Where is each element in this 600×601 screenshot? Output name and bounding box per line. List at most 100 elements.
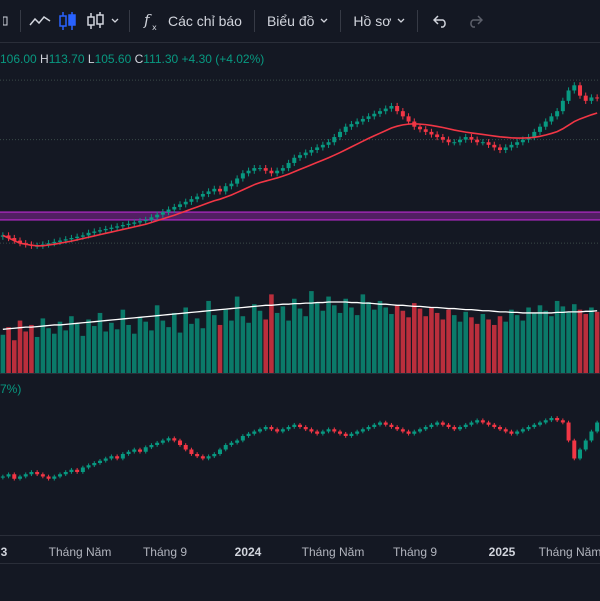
volume-bar [194,318,200,373]
volume-bar [549,316,554,373]
candle-body [166,209,171,213]
price-chart-pane[interactable] [0,42,600,373]
high-label: H [40,52,49,66]
volume-bar [252,304,257,373]
volume-bar [452,315,457,373]
lower-candle-body [18,476,22,479]
undo-button[interactable] [424,6,458,36]
candle-body [229,183,234,187]
candle-body [246,170,251,174]
lower-candle-body [292,424,297,427]
volume-bar [474,323,480,373]
lower-candle-body [578,449,582,459]
chart-type-dropdown[interactable] [83,6,123,36]
candle-body [343,126,348,132]
lower-candle-body [149,445,154,448]
volume-bar [269,294,274,373]
volume-bar [189,323,194,373]
volume-bar [429,307,434,373]
chart-menu-button[interactable]: Biểu đồ [261,6,334,36]
lower-candle-body [138,449,142,452]
time-axis[interactable]: 3 Tháng Năm Tháng 9 2024 Tháng Năm Tháng 9 202… [0,535,600,564]
hollow-candle-icon [87,12,104,29]
partial-icon [3,16,8,26]
candle-body [486,142,491,145]
lower-candle-body [63,472,68,475]
volume-bar [280,306,286,373]
lower-candle-body [320,431,325,434]
lower-candle-body [309,429,314,432]
candle-body [543,121,548,127]
candle-body [58,240,62,242]
volume-bar [217,324,223,373]
toolbar-divider [417,10,419,32]
volume-bar [57,321,63,373]
indicators-button[interactable]: f x Các chỉ báo [136,6,248,36]
lower-candle-body [69,469,74,472]
lower-candle-body [355,431,360,434]
candlestick-chart-button[interactable] [53,6,83,36]
volume-bar [74,323,80,373]
indicators-label: Các chỉ báo [168,13,242,29]
candle-body [315,147,320,150]
line-chart-button[interactable] [27,6,53,36]
candle-body [400,111,405,117]
lower-candle-body [589,431,594,441]
lower-candle-body [423,427,428,430]
time-axis-tick: Tháng 9 [142,545,188,559]
redo-button[interactable] [458,6,492,36]
lower-candle-body [166,438,171,441]
candle-body [475,139,480,143]
candle-body [566,90,571,101]
volume-bar [69,316,74,373]
svg-text:f: f [143,11,152,29]
lower-candle-body [492,424,497,427]
volume-bar [326,296,331,373]
lower-candle-body [595,422,600,432]
volume-bar [297,308,303,373]
lower-candle-body [520,429,525,432]
volume-bar [52,333,57,373]
time-axis-tick: 3 [0,545,8,559]
lower-candle-body [543,420,548,423]
highlight-band [0,212,600,220]
profile-menu-button[interactable]: Hồ sơ [347,6,411,36]
volume-bar [97,312,103,373]
candle-body [195,196,200,200]
volume-bar [137,317,143,373]
lower-candle-body [549,418,554,421]
lower-candle-body [200,456,205,459]
lower-candle-body [475,420,480,423]
candle-body [320,144,325,148]
lower-candle-body [372,424,377,427]
volume-bar [434,312,440,373]
volume-bar [23,331,28,373]
lower-candle-body [183,445,188,450]
lower-candle-body [458,427,462,430]
lower-candle-body [349,433,354,436]
candle-body [235,178,240,184]
volume-bar [366,302,371,373]
volume-bar [126,324,131,373]
toolbar-partial-button[interactable] [0,6,14,36]
candle-body [252,168,257,171]
candle-body [69,238,74,240]
candle-body [52,241,57,244]
volume-bar [206,300,211,373]
lower-candle-body [383,422,388,425]
volume-bar [200,328,206,373]
candle-body [383,108,388,112]
candle-body [280,168,285,171]
lower-candle-body [572,440,577,459]
candle-body [309,150,314,153]
lower-candle-body [395,427,400,430]
lower-indicator-pane[interactable] [0,373,600,536]
candle-body [406,116,411,122]
lower-candle-body [35,472,40,475]
volume-bar [394,305,400,373]
candle-body [378,111,382,114]
lower-candle-body [532,424,537,427]
toolbar-divider [129,10,130,32]
candle-body [218,188,222,192]
lower-candle-body [132,449,137,452]
